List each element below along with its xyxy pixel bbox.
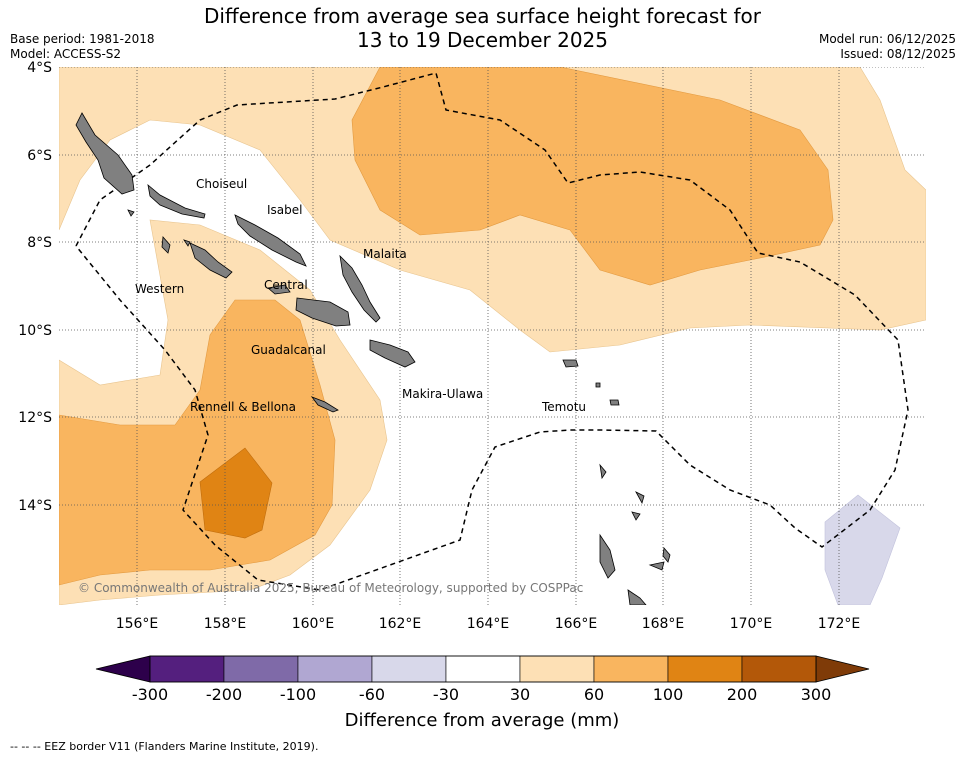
model-run: Model run: 06/12/2025 (818, 32, 956, 46)
colorbar-tick-labels: -300 -200 -100 -60 -30 30 60 100 200 300 (132, 685, 831, 704)
island-vanuatu-6 (599, 463, 607, 480)
lon-label: 172°E (818, 616, 861, 632)
lon-label: 158°E (204, 616, 247, 632)
lat-label: 12°S (18, 410, 52, 426)
label-makira-ulawa: Makira-Ulawa (402, 387, 483, 401)
island-malaita (339, 254, 381, 323)
lon-label: 164°E (467, 616, 510, 632)
lon-label: 160°E (292, 616, 335, 632)
colorbar-segments (149, 655, 817, 683)
colorbar-tick-label: -60 (359, 685, 385, 704)
title-line-2: 13 to 19 December 2025 (356, 28, 608, 52)
lat-label: 8°S (27, 235, 52, 251)
anomaly-region-60-100-north (351, 67, 834, 286)
title-line-1: Difference from average sea surface heig… (203, 4, 762, 28)
colorbar-tick-label: 200 (727, 685, 758, 704)
label-isabel: Isabel (267, 203, 302, 217)
colorbar-tick-label: 30 (510, 685, 530, 704)
lat-label: 6°S (27, 148, 52, 164)
label-temotu: Temotu (541, 400, 586, 414)
eez-legend-note: -- -- -- EEZ border V11 (Flanders Marine… (10, 740, 319, 753)
colorbar-segment (667, 655, 743, 683)
lon-label: 162°E (379, 616, 422, 632)
island-vanuatu-7 (631, 511, 641, 521)
island-western-2 (161, 236, 171, 254)
colorbar-tick-label: -100 (280, 685, 316, 704)
copyright-notice: © Commonwealth of Australia 2025, Bureau… (78, 581, 583, 595)
colorbar-tick-label: -200 (206, 685, 242, 704)
anomaly-region-neg60-neg30 (824, 494, 901, 605)
island-rennell (310, 396, 339, 413)
latitude-labels: 4°S 6°S 8°S 10°S 12°S 14°S (18, 60, 52, 514)
colorbar-tick-label: 60 (584, 685, 604, 704)
island-choiseul-2 (147, 183, 206, 219)
base-period: Base period: 1981-2018 (10, 32, 155, 46)
colorbar-segment (445, 655, 521, 683)
label-guadalcanal: Guadalcanal (251, 343, 326, 357)
colorbar-segment (519, 655, 595, 683)
island-vanuatu-3 (648, 561, 665, 571)
island-vanuatu-2 (627, 589, 647, 605)
lon-label: 170°E (730, 616, 773, 632)
island-small-1 (127, 209, 135, 217)
island-temotu-2 (609, 399, 620, 406)
longitude-labels: 156°E 158°E 160°E 162°E 164°E 166°E 168°… (116, 616, 861, 632)
province-labels: Choiseul Isabel Malaita Western Central … (135, 177, 586, 414)
island-vanuatu-5 (635, 491, 645, 505)
island-central (267, 284, 291, 295)
label-choiseul: Choiseul (196, 177, 247, 191)
colorbar-high-extension (815, 655, 870, 683)
island-western-1 (189, 242, 233, 279)
model-name: Model: ACCESS-S2 (10, 47, 122, 61)
colorbar-segment (593, 655, 669, 683)
colorbar-tick-label: 100 (653, 685, 684, 704)
label-malaita: Malaita (363, 247, 407, 261)
anomaly-region-60-100-south (59, 299, 336, 586)
island-small-3 (595, 382, 601, 388)
colorbar-segment (223, 655, 299, 683)
lat-label: 4°S (27, 60, 52, 76)
label-central: Central (264, 278, 308, 292)
lon-label: 166°E (555, 616, 598, 632)
island-small-2 (183, 239, 191, 247)
colorbar-segment (297, 655, 373, 683)
colorbar-tick-label: -300 (132, 685, 168, 704)
colorbar: -300 -200 -100 -60 -30 30 60 100 200 300 Differen… (95, 655, 870, 731)
lat-label: 10°S (18, 323, 52, 339)
anomaly-field (59, 67, 926, 605)
anomaly-region-100-200 (199, 447, 273, 539)
lon-label: 156°E (116, 616, 159, 632)
island-guadalcanal (295, 297, 351, 327)
label-rennell-bellona: Rennell & Bellona (190, 400, 296, 414)
island-vanuatu-4 (662, 547, 671, 563)
island-temotu-1 (562, 359, 579, 368)
colorbar-segment (371, 655, 447, 683)
issued-date: Issued: 08/12/2025 (840, 47, 956, 61)
label-western: Western (135, 282, 184, 296)
colorbar-segment (149, 655, 225, 683)
island-choiseul (75, 112, 135, 195)
island-vanuatu-1 (599, 533, 616, 579)
colorbar-segment (741, 655, 817, 683)
colorbar-label: Difference from average (mm) (345, 710, 620, 731)
islands (75, 112, 671, 605)
lat-label: 14°S (18, 498, 52, 514)
colorbar-tick-label: -30 (433, 685, 459, 704)
lon-label: 168°E (642, 616, 685, 632)
island-isabel (234, 214, 307, 267)
colorbar-tick-label: 300 (801, 685, 832, 704)
colorbar-low-extension (95, 655, 151, 683)
island-makira (369, 339, 416, 368)
